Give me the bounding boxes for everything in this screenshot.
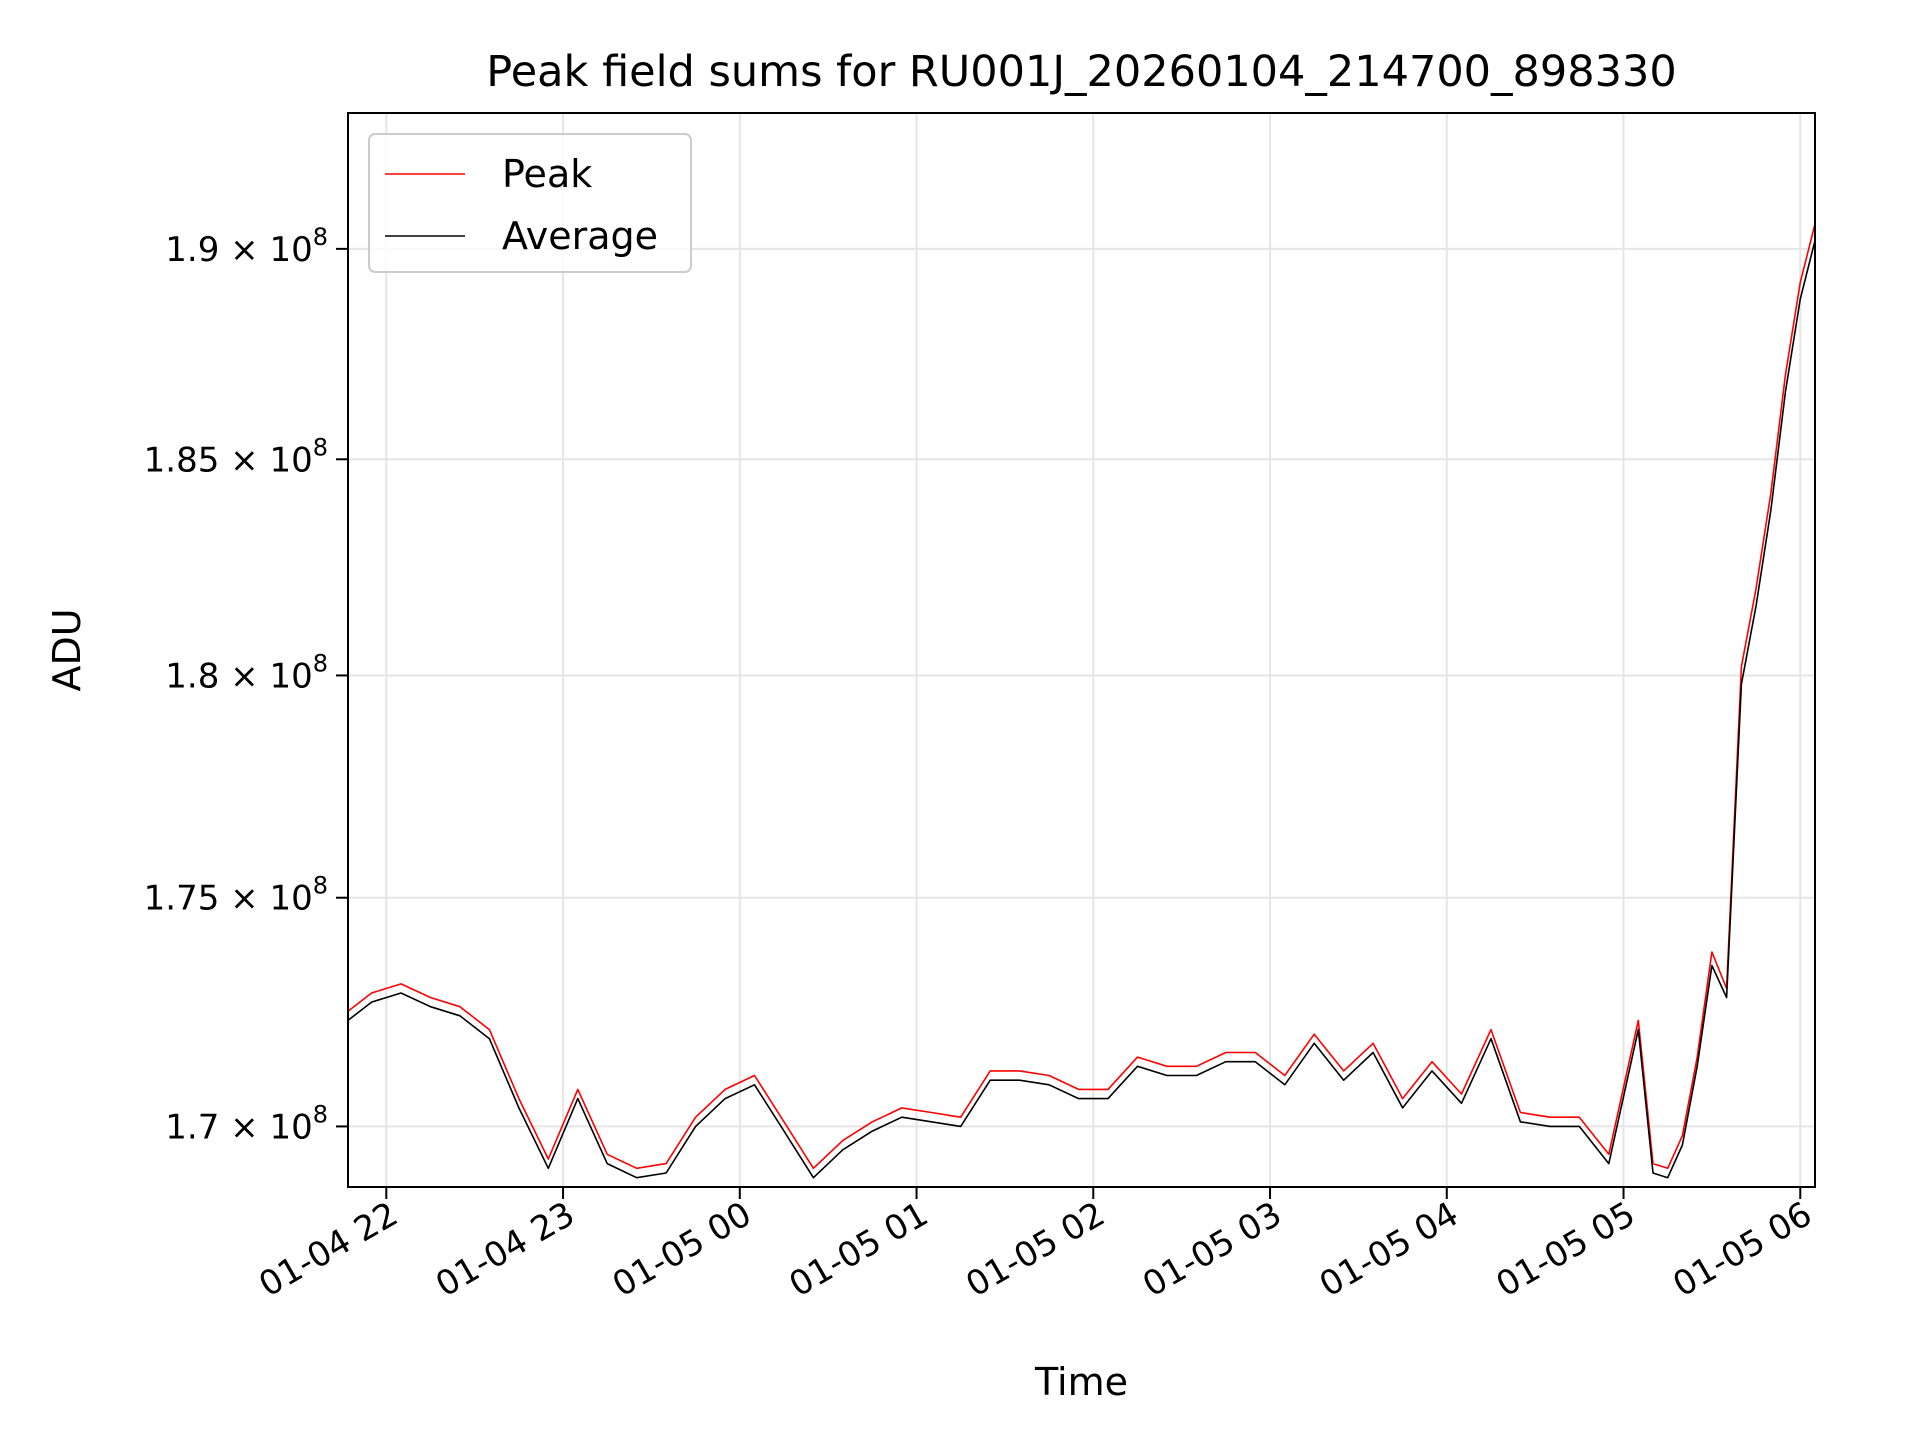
legend-label-peak: Peak (502, 152, 592, 196)
plot-frame (347, 112, 1816, 1188)
legend-box (368, 133, 692, 273)
legend-label-average: Average (502, 214, 658, 258)
y-tick-label: 1.75 × 108 (144, 872, 328, 919)
series-line-peak (348, 223, 1815, 1170)
y-tick-label: 1.9 × 108 (165, 223, 328, 270)
series-layer (348, 223, 1815, 1179)
chart-title: Peak field sums for RU001J_20260104_2147… (486, 47, 1676, 97)
y-tick-label: 1.7 × 108 (165, 1100, 328, 1147)
legend: Peak Average (368, 133, 692, 273)
y-axis: 1.7 × 108 1.75 × 108 1.8 × 108 1.85 × 108 1.… (144, 223, 348, 1147)
y-tick-label: 1.85 × 108 (144, 433, 328, 480)
y-tick-label: 1.8 × 108 (165, 649, 328, 696)
x-axis-title: Time (1034, 1360, 1128, 1404)
y-axis-title: ADU (45, 608, 89, 691)
series-line-average (348, 240, 1815, 1179)
